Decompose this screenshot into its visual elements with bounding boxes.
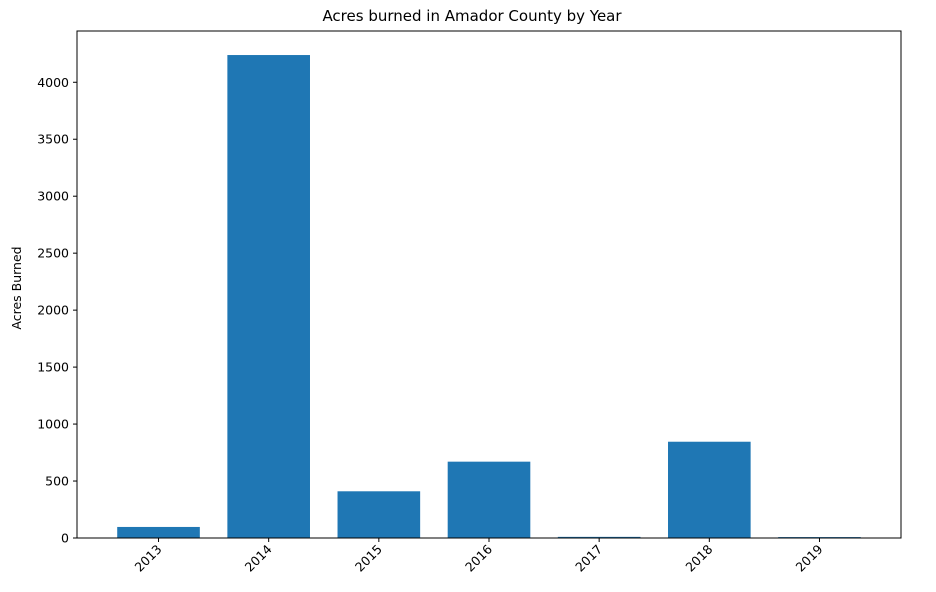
chart-title: Acres burned in Amador County by Year — [322, 7, 622, 25]
bars-group — [117, 55, 861, 539]
bar-2013 — [117, 526, 200, 538]
bar-2014 — [227, 55, 310, 539]
bar-2016 — [447, 461, 531, 538]
y-tick-label: 1500 — [37, 360, 69, 375]
y-tick-label: 2000 — [37, 303, 69, 318]
bar-2017 — [557, 536, 641, 538]
plot-frame — [76, 30, 902, 539]
x-tick-label: 2014 — [242, 541, 275, 574]
x-tick-label: 2017 — [572, 542, 605, 575]
x-tick-label: 2018 — [682, 541, 715, 574]
y-tick-label: 0 — [61, 531, 69, 546]
y-tick-label: 3000 — [37, 189, 69, 204]
x-tick-label: 2015 — [352, 542, 385, 575]
y-tick-label: 2500 — [37, 246, 69, 261]
y-tick-label: 4000 — [37, 75, 69, 90]
bar-2015 — [337, 491, 421, 538]
y-tick-label: 500 — [45, 474, 69, 489]
x-axis-ticks: 2013 2014 2015 2016 2017 2018 2019 — [132, 538, 826, 575]
x-tick-label: 2016 — [462, 541, 495, 574]
x-tick-label: 2019 — [793, 541, 826, 574]
x-tick-label: 2013 — [132, 542, 165, 575]
y-axis-label: Acres Burned — [9, 246, 24, 329]
bar-2018 — [668, 441, 751, 538]
y-axis-ticks: 0 500 1000 1500 2000 2500 3000 3500 4000 — [37, 75, 77, 546]
y-tick-label: 1000 — [37, 417, 69, 432]
y-tick-label: 3500 — [37, 132, 69, 147]
